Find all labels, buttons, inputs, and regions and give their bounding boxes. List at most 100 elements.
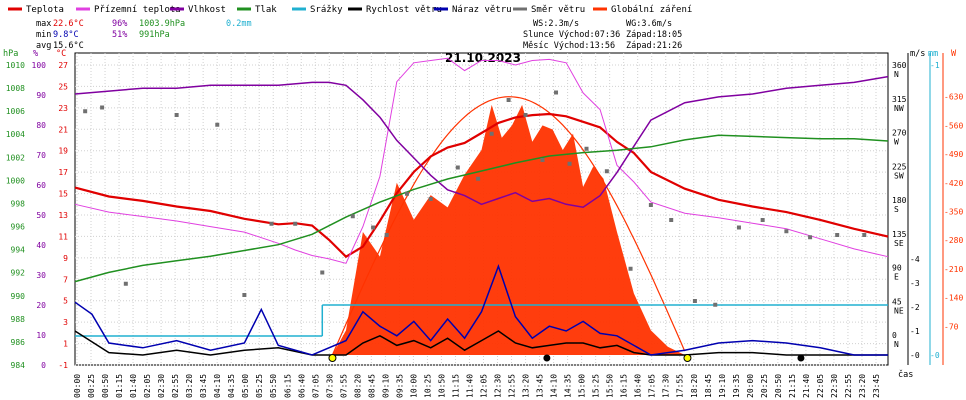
x-tick: 18:45	[704, 374, 713, 398]
rad-tick: -140	[944, 294, 963, 303]
wind-direction-point	[242, 293, 247, 297]
legend-label: Přízemní teplota	[94, 5, 181, 15]
x-tick: 21:15	[788, 374, 797, 398]
dir-tick: 90	[892, 264, 902, 273]
stats-max-press: 1003.9hPa	[139, 19, 185, 29]
x-tick: 13:45	[536, 374, 545, 398]
series-n-raz-v-tru	[74, 263, 888, 356]
x-tick: 18:20	[690, 374, 699, 398]
rad-tick: -490	[944, 150, 963, 159]
x-tick: 23:45	[872, 374, 881, 398]
wind-direction-point	[648, 203, 653, 207]
x-tick: 06:40	[297, 374, 306, 398]
x-tick: 02:30	[157, 374, 166, 398]
sunset: Západ:18:05	[626, 30, 682, 40]
sunset-marker	[683, 354, 692, 362]
sunrise-marker	[328, 354, 337, 362]
series-rychlost-v-tru	[74, 330, 888, 356]
temp-tick: 15	[58, 190, 68, 199]
wind-direction-point	[584, 146, 589, 151]
wind-direction-point	[736, 225, 741, 230]
pct-tick: 0	[41, 361, 46, 370]
wind-direction-point	[384, 233, 389, 237]
x-tick: 01:15	[115, 374, 124, 398]
x-tick: 00:25	[87, 374, 96, 398]
legend-label: Vlhkost	[188, 5, 226, 15]
wind-direction-point	[83, 109, 88, 114]
x-tick: 17:55	[676, 374, 685, 398]
hpa-tick: 992	[11, 269, 26, 278]
wind-gust-avg: WG:3.6m/s	[626, 19, 672, 29]
wind-direction-point	[523, 113, 528, 117]
x-tick: 03:45	[199, 374, 208, 398]
hpa-tick: 986	[11, 338, 26, 347]
hpa-tick: 984	[11, 361, 26, 370]
x-tick: 14:35	[564, 374, 573, 398]
temp-tick: 5	[63, 297, 68, 306]
wind-direction-point	[628, 266, 633, 271]
legend-label: Tlak	[255, 5, 277, 15]
series-p-zemn-teplota	[74, 57, 889, 264]
x-tick: 22:55	[844, 374, 853, 398]
x-tick: 10:25	[423, 374, 432, 398]
rain-tick: -1	[930, 61, 940, 70]
x-tick: 17:30	[662, 374, 671, 398]
wind-direction-point	[476, 176, 481, 181]
x-tick: 05:00	[241, 374, 250, 398]
wind-tick: -2	[910, 303, 920, 312]
wind-direction-point	[554, 90, 559, 95]
rad-tick: -210	[944, 265, 963, 274]
wind-direction-point	[350, 214, 355, 219]
wind-direction-point	[100, 105, 105, 110]
stats-min-hum: 51%	[112, 30, 127, 40]
rad-tick: -280	[944, 236, 963, 245]
wind-direction-point	[320, 270, 325, 275]
wind-direction-point	[404, 191, 409, 196]
wind-direction-point	[604, 169, 609, 174]
wind-direction-point	[692, 299, 697, 303]
stats-min-press: 991hPa	[139, 30, 170, 40]
x-tick: 00:00	[73, 374, 82, 398]
plot-area	[74, 57, 889, 362]
wind-direction-point	[174, 113, 179, 117]
x-tick: 04:10	[213, 374, 222, 398]
legend-label: Globální záření	[611, 5, 692, 15]
x-tick: 15:25	[592, 374, 601, 398]
legend-label: Směr větru	[531, 5, 585, 15]
wind-direction-point	[540, 158, 545, 162]
dir-tick: 360	[892, 61, 907, 70]
axis-unit: W	[951, 49, 957, 59]
rad-tick: -420	[944, 179, 963, 188]
radiation-area	[332, 104, 685, 356]
dir-name: W	[894, 138, 899, 147]
pct-tick: 30	[36, 271, 46, 280]
temp-tick: 13	[58, 211, 68, 220]
stats-max-temp: 22.6°C	[53, 19, 84, 29]
temp-tick: 23	[58, 104, 68, 113]
hpa-tick: 988	[11, 315, 26, 324]
wind-direction-point	[713, 302, 718, 307]
dir-name: NW	[894, 104, 904, 113]
x-tick: 15:50	[606, 374, 615, 398]
temp-tick: -1	[58, 361, 68, 370]
wind-direction-point	[371, 225, 376, 230]
wind-tick: -1	[910, 327, 920, 336]
x-tick: 07:30	[325, 374, 334, 398]
wind-direction-point	[567, 161, 572, 166]
wind-direction-point	[293, 221, 298, 226]
x-tick: 07:05	[311, 374, 320, 398]
wind-direction-point	[862, 233, 867, 237]
sun-moon-block: WS:2.3m/s WG:3.6m/s Slunce Východ:07:36 …	[523, 19, 682, 51]
plot-frame	[74, 52, 889, 366]
x-tick: 14:10	[550, 374, 559, 398]
axis-unit: °C	[56, 49, 66, 59]
x-tick: 17:05	[648, 374, 657, 398]
x-tick: 19:10	[718, 374, 727, 398]
dir-tick: 315	[892, 95, 907, 104]
dir-name: E	[894, 273, 899, 282]
wind-speed-avg: WS:2.3m/s	[533, 19, 579, 29]
stats-avg-label: avg	[36, 41, 51, 51]
x-tick: 03:20	[185, 374, 194, 398]
hpa-tick: 1008	[6, 84, 25, 93]
wind-direction-point	[760, 218, 765, 222]
